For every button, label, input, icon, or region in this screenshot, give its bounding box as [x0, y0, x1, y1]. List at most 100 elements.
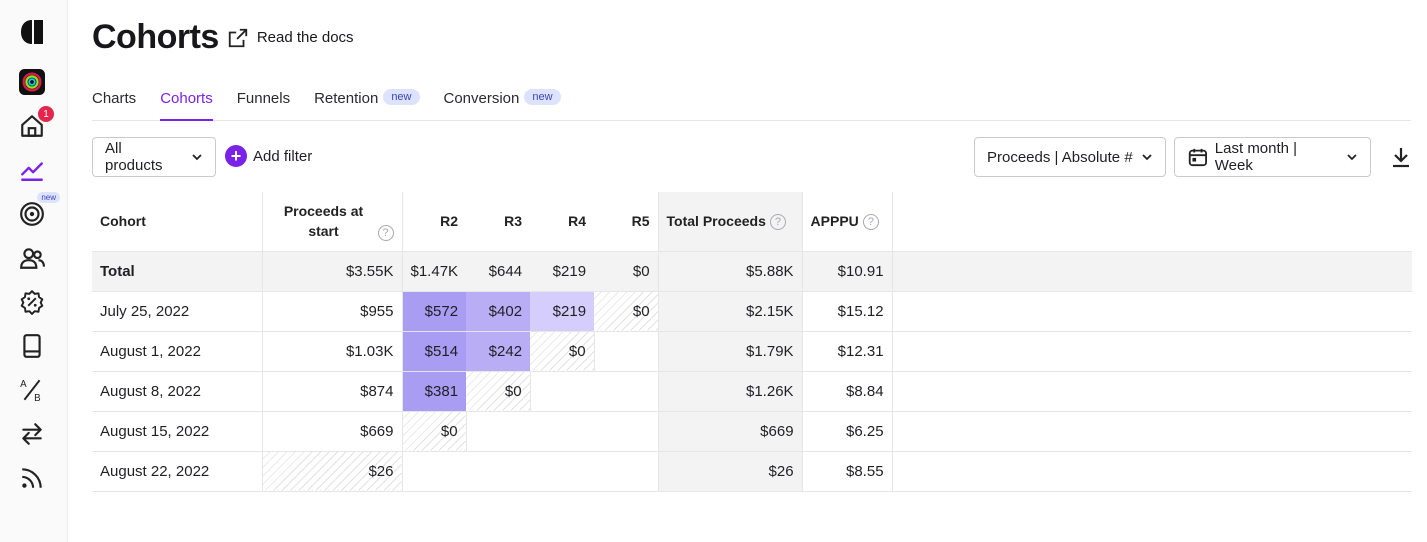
svg-text:A: A	[20, 379, 27, 390]
logo-icon[interactable]	[16, 16, 48, 48]
customers-icon[interactable]	[16, 242, 48, 274]
new-badge: new	[524, 89, 561, 105]
apppu-cell: $8.84	[802, 371, 893, 412]
tab-funnels[interactable]: Funnels	[237, 80, 290, 121]
start-cell: $669	[262, 411, 403, 452]
total-cell: $1.79K	[658, 331, 803, 372]
r2-cell[interactable]: $381	[402, 371, 467, 412]
header-proceeds-start[interactable]: Proceeds at start?	[262, 192, 403, 252]
r3-cell[interactable]: $402	[466, 291, 531, 332]
apppu-cell: $12.31	[802, 331, 893, 372]
read-docs-link[interactable]: Read the docs	[227, 27, 354, 49]
tab-conversion[interactable]: Conversion new	[444, 80, 561, 121]
total-cell: $2.15K	[658, 291, 803, 332]
metric-dropdown-label: Proceeds | Absolute #	[987, 148, 1133, 166]
r5-cell	[594, 371, 659, 412]
start-cell: $3.55K	[262, 251, 403, 292]
r4-cell	[530, 371, 595, 412]
svg-text:B: B	[34, 393, 41, 403]
spacer-cell	[892, 291, 1413, 332]
help-icon[interactable]: ?	[862, 213, 879, 230]
tab-charts[interactable]: Charts	[92, 80, 136, 121]
tab-label: Funnels	[236, 90, 291, 107]
r5-cell[interactable]: $0	[594, 291, 659, 332]
apppu-cell: $15.12	[802, 291, 893, 332]
cohort-cell: August 1, 2022	[92, 331, 263, 372]
r3-cell[interactable]: $242	[466, 331, 531, 372]
r5-cell	[594, 451, 659, 492]
plus-icon: +	[225, 145, 247, 167]
help-icon[interactable]: ?	[377, 224, 394, 241]
r4-cell[interactable]: $0	[530, 331, 595, 372]
r4-cell	[530, 411, 595, 452]
target-icon[interactable]: new	[16, 192, 60, 230]
r3-cell[interactable]: $0	[466, 371, 531, 412]
table-row[interactable]: August 1, 2022 $1.03K $514 $242 $0 $1.79…	[92, 331, 1413, 372]
home-icon[interactable]: 1	[16, 106, 54, 142]
products-dropdown[interactable]: All products	[92, 137, 216, 177]
r3-cell	[466, 451, 531, 492]
header-r5[interactable]: R5	[594, 192, 659, 252]
header-total-proceeds[interactable]: Total Proceeds?	[658, 192, 803, 252]
feed-icon[interactable]	[16, 462, 48, 494]
header-spacer	[892, 192, 1413, 252]
help-icon[interactable]: ?	[769, 213, 786, 230]
add-filter-button[interactable]: + Add filter	[225, 145, 312, 167]
total-cell: $26	[658, 451, 803, 492]
chevron-down-icon	[1142, 154, 1152, 161]
r2-cell	[402, 451, 467, 492]
tab-retention[interactable]: Retention new	[314, 80, 420, 121]
spacer-cell	[892, 331, 1413, 372]
header-r4[interactable]: R4	[530, 192, 595, 252]
tab-label: Conversion	[443, 90, 520, 107]
offers-icon[interactable]	[16, 286, 48, 318]
products-dropdown-label: All products	[105, 140, 163, 174]
date-range-dropdown[interactable]: Last month | Week	[1174, 137, 1371, 177]
total-cell: $1.26K	[658, 371, 803, 412]
r2-cell: $1.47K	[402, 251, 467, 292]
table-row[interactable]: July 25, 2022 $955 $572 $402 $219 $0 $2.…	[92, 291, 1413, 332]
notification-badge: 1	[38, 106, 54, 122]
r5-cell	[594, 411, 659, 452]
r2-cell[interactable]: $572	[402, 291, 467, 332]
header-cohort[interactable]: Cohort	[92, 192, 263, 252]
tab-label: Cohorts	[160, 90, 213, 107]
chevron-down-icon	[192, 154, 202, 161]
r4-cell	[530, 451, 595, 492]
tab-label: Retention	[314, 90, 379, 107]
r2-cell[interactable]: $0	[402, 411, 467, 452]
new-badge: new	[383, 89, 420, 105]
total-cell: $5.88K	[658, 251, 803, 292]
spacer-cell	[892, 251, 1413, 292]
header-r3[interactable]: R3	[466, 192, 531, 252]
start-cell[interactable]: $26	[262, 451, 403, 492]
download-icon[interactable]	[1391, 146, 1411, 168]
charts-icon[interactable]	[16, 154, 48, 186]
r4-cell: $219	[530, 251, 595, 292]
external-link-icon	[228, 28, 247, 47]
cohort-cell: August 8, 2022	[92, 371, 263, 412]
table-header-row: Cohort Proceeds at start? R2 R3 R4 R5 To…	[92, 192, 1413, 252]
paywalls-icon[interactable]	[16, 330, 48, 362]
app-icon[interactable]	[16, 66, 48, 98]
calendar-icon	[1188, 148, 1207, 167]
cohort-cell: Total	[92, 251, 263, 292]
transfers-icon[interactable]	[16, 418, 48, 450]
table-row[interactable]: August 15, 2022 $669 $0 $669 $6.25	[92, 411, 1413, 452]
header-apppu[interactable]: APPPU?	[802, 192, 893, 252]
r4-cell[interactable]: $219	[530, 291, 595, 332]
tab-bar: Charts Cohorts Funnels Retention new Conv…	[92, 80, 1411, 121]
tab-cohorts[interactable]: Cohorts	[160, 80, 213, 121]
r2-cell[interactable]: $514	[402, 331, 467, 372]
add-filter-label: Add filter	[253, 147, 313, 165]
table-row[interactable]: August 8, 2022 $874 $381 $0 $1.26K $8.84	[92, 371, 1413, 412]
metric-dropdown[interactable]: Proceeds | Absolute #	[974, 137, 1166, 177]
r3-cell: $644	[466, 251, 531, 292]
header-r2[interactable]: R2	[402, 192, 467, 252]
read-docs-label: Read the docs	[256, 29, 354, 46]
table-row[interactable]: August 22, 2022 $26 $26 $8.55	[92, 451, 1413, 492]
new-badge: new	[37, 192, 60, 203]
start-cell: $1.03K	[262, 331, 403, 372]
